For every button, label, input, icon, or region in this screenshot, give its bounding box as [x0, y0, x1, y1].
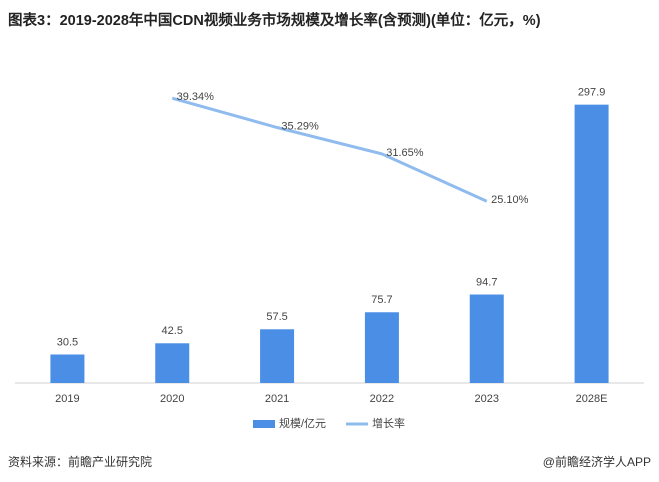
credit: @前瞻经济学人APP [543, 454, 651, 469]
bar-label: 75.7 [371, 294, 392, 306]
bar [574, 104, 609, 383]
bar [260, 329, 295, 383]
x-tick-label: 2022 [370, 393, 394, 405]
bar-label: 42.5 [162, 325, 183, 337]
line-label: 31.65% [386, 147, 424, 159]
bar [469, 294, 504, 383]
x-tick-label: 2021 [265, 393, 289, 405]
line [171, 96, 488, 203]
line-label: 39.34% [177, 91, 215, 103]
legend-label: 增长率 [372, 416, 405, 430]
x-tick-label: 2019 [55, 393, 79, 405]
x-tick-label: 2028E [576, 393, 608, 405]
source: 资料来源：前瞻产业研究院 [8, 454, 152, 469]
bar-label: 57.5 [266, 311, 287, 323]
legend-label: 规模/亿元 [279, 416, 326, 430]
bar-label: 94.7 [476, 276, 497, 288]
bar [364, 312, 399, 383]
bar [50, 354, 85, 383]
chart-title: 图表3：2019-2028年中国CDN视频业务市场规模及增长率(含预测)(单位：… [8, 11, 541, 29]
bar-label: 30.5 [57, 336, 78, 348]
bar-label: 297.9 [578, 87, 606, 99]
line-label: 25.10% [491, 194, 529, 206]
x-tick-label: 2020 [160, 393, 184, 405]
legend-swatch [253, 420, 275, 428]
x-tick-label: 2023 [475, 393, 499, 405]
line-label: 35.29% [281, 120, 319, 132]
bar [155, 343, 190, 383]
